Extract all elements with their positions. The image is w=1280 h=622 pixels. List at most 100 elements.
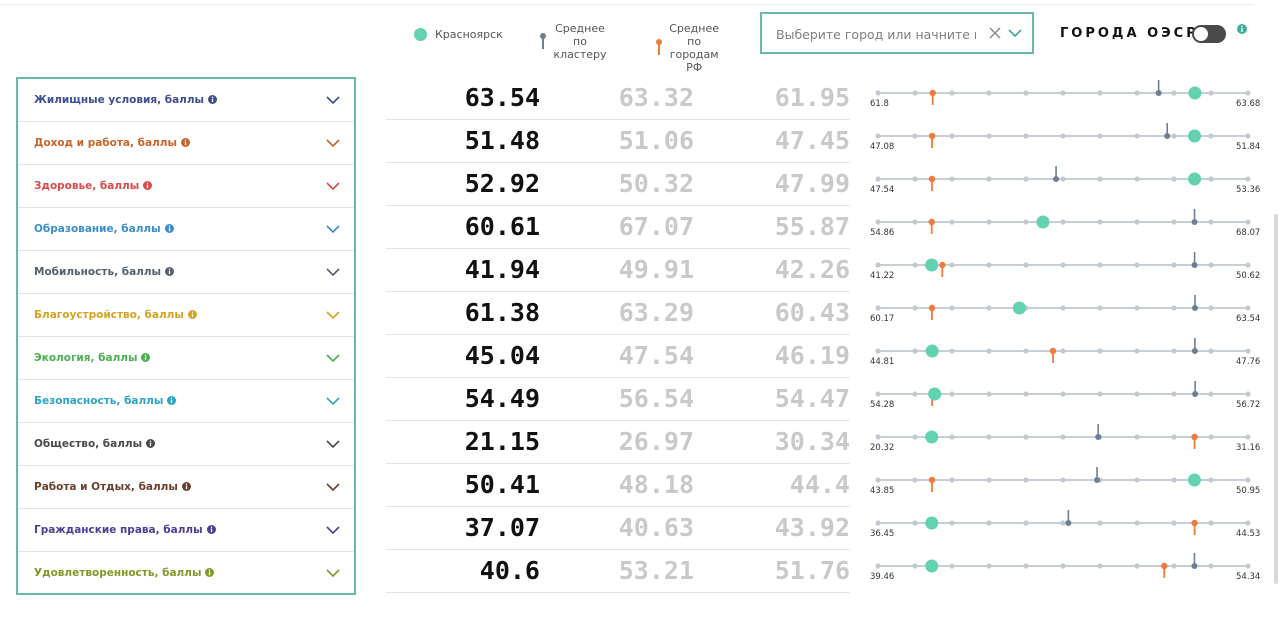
tick-dot [912,520,918,526]
category-row[interactable]: Работа и Отдых, баллы [18,466,354,509]
chevron-down-icon[interactable] [326,353,340,363]
category-label-text: Работа и Отдых, баллы [34,481,178,493]
city-value: 41.94 [464,255,540,284]
tick-dot [1134,391,1140,397]
tick-dot [1245,262,1251,268]
category-label: Жилищные условия, баллы [34,94,218,106]
tick-dot [1245,219,1251,225]
tick-dot [1134,90,1140,96]
info-icon[interactable] [205,568,215,577]
range-max-label: 68.07 [1236,228,1261,238]
tick-dot [1245,477,1251,483]
tick-dot [986,305,992,311]
tick-dot [986,391,992,397]
category-label-text: Экология, баллы [34,352,138,364]
tick-dot [1023,563,1029,569]
clear-icon[interactable] [988,26,1002,40]
tick-dot [1171,520,1177,526]
city-search-input[interactable] [776,24,976,44]
chevron-down-icon[interactable] [326,310,340,320]
info-icon[interactable] [181,482,191,491]
tick-dot [1023,262,1029,268]
values-row: 41.94 49.91 42.26 [386,249,850,292]
tick-dot [1208,219,1214,225]
chevron-down-icon[interactable] [326,525,340,535]
info-icon[interactable] [146,439,156,448]
tick-dot [949,305,955,311]
tick-dot [1171,348,1177,354]
range-chart: 44.81 47.76 [868,335,1260,378]
tick-dot [1060,434,1066,440]
category-label-text: Жилищные условия, баллы [34,94,205,106]
rf-marker [939,261,946,277]
info-icon[interactable] [208,95,218,104]
range-min-label: 47.54 [870,185,895,195]
tick-dot [949,90,955,96]
info-icon[interactable] [180,138,190,147]
range-max-label: 44.53 [1236,529,1261,539]
category-list: Жилищные условия, баллы Доход и работа, б… [16,77,356,595]
info-icon[interactable] [187,310,197,319]
category-row[interactable]: Здоровье, баллы [18,165,354,208]
rf-marker [928,175,936,191]
values-row: 61.38 63.29 60.43 [386,292,850,335]
info-icon[interactable] [143,181,153,190]
rf-value: 43.92 [774,513,850,542]
cluster-value: 26.97 [618,427,694,456]
chevron-down-icon[interactable] [326,181,340,191]
category-row[interactable]: Доход и работа, баллы [18,122,354,165]
tick-dot [1023,391,1029,397]
chevron-down-icon[interactable] [326,267,340,277]
category-row[interactable]: Жилищные условия, баллы [18,79,354,122]
category-row[interactable]: Безопасность, баллы [18,380,354,423]
rf-marker [1161,562,1168,578]
tick-dot [875,520,881,526]
info-icon[interactable] [164,224,174,233]
values-row: 52.92 50.32 47.99 [386,163,850,206]
tick-dot [875,391,881,397]
info-icon[interactable] [167,396,177,405]
tick-dot [1134,133,1140,139]
range-min-label: 44.81 [870,357,895,367]
tick-dot [1208,520,1214,526]
tick-dot [949,520,955,526]
chevron-down-icon[interactable] [326,482,340,492]
tick-dot [1245,563,1251,569]
category-row[interactable]: Экология, баллы [18,337,354,380]
tick-dot [1060,176,1066,182]
category-row[interactable]: Мобильность, баллы [18,251,354,294]
scrollbar[interactable] [1274,214,1278,584]
tick-dot [1097,176,1103,182]
tick-dot [1060,219,1066,225]
info-icon[interactable] [165,267,175,276]
range-min-label: 47.08 [870,142,895,152]
cluster-value: 48.18 [618,470,694,499]
category-label: Удовлетворенность, баллы [34,567,215,579]
cluster-marker [1191,338,1198,354]
info-icon[interactable] [206,525,216,534]
city-value: 50.41 [464,470,540,499]
oecd-toggle[interactable] [1192,25,1226,43]
chevron-down-icon[interactable] [326,138,340,148]
category-label-text: Общество, баллы [34,438,143,450]
chevron-down-icon[interactable] [326,95,340,105]
tick-dot [1097,133,1103,139]
chevron-down-icon[interactable] [326,396,340,406]
category-row[interactable]: Удовлетворенность, баллы [18,552,354,595]
category-row[interactable]: Образование, баллы [18,208,354,251]
tick-dot [986,348,992,354]
tick-dot [949,133,955,139]
cluster-value: 63.32 [618,83,694,112]
cluster-marker [1065,510,1072,526]
city-search[interactable] [760,12,1034,54]
info-icon[interactable] [141,353,151,362]
chevron-down-icon[interactable] [1008,27,1022,39]
category-row[interactable]: Общество, баллы [18,423,354,466]
category-row[interactable]: Благоустройство, баллы [18,294,354,337]
info-icon[interactable] [1237,24,1247,34]
chevron-down-icon[interactable] [326,568,340,578]
chevron-down-icon[interactable] [326,224,340,234]
category-row[interactable]: Гражданские права, баллы [18,509,354,552]
tick-dot [1097,305,1103,311]
chevron-down-icon[interactable] [326,439,340,449]
